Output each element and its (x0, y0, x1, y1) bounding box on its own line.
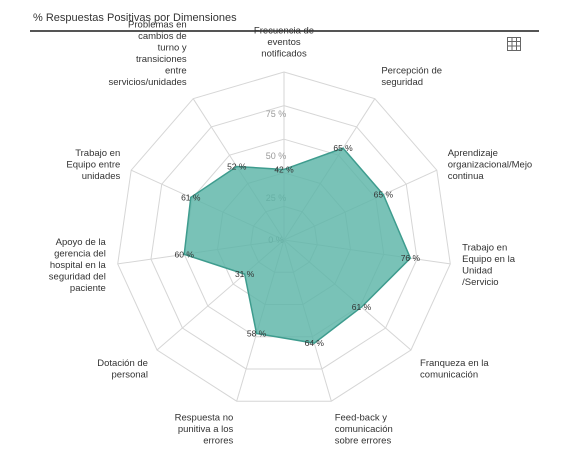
grid-table-icon[interactable] (507, 37, 521, 51)
series-area (183, 147, 412, 344)
category-label: Apoyo de la gerencia del hospital en la seg… (49, 237, 107, 294)
category-labels: Frecuencia de eventos notificados Percepció… (49, 20, 532, 447)
data-label: 76 % (401, 253, 421, 263)
series-polygon (183, 147, 412, 344)
data-label: 61 % (352, 302, 372, 312)
category-label: Dotación de personal (97, 358, 148, 381)
data-label: 60 % (175, 249, 195, 259)
category-label: Feed-back y comunicación sobre errores (335, 413, 393, 447)
data-label: 65 % (333, 143, 353, 153)
title-divider (30, 30, 539, 32)
category-label: Frecuencia de eventos notificados (254, 26, 314, 60)
data-label: 58 % (247, 328, 267, 338)
category-label: Trabajo en Equipo en la Unidad/Servicio (462, 243, 516, 289)
data-label: 31 % (235, 269, 255, 279)
chart-title: % Respuestas Positivas por Dimensiones (33, 12, 237, 24)
grid-ring (150, 105, 418, 370)
category-label: Aprendizaje organizacional/Mejo continua (448, 148, 533, 182)
radial-tick-label: 50 % (266, 151, 287, 161)
category-label: Problemas en cambios de turno y transicione… (109, 20, 187, 89)
data-label: 65 % (374, 190, 394, 200)
grid-ring (117, 71, 451, 402)
data-label: 61 % (181, 192, 201, 202)
data-label: 64 % (305, 338, 325, 348)
data-label: 52 % (227, 162, 247, 172)
data-label: 42 % (274, 164, 294, 174)
category-label: Respuesta no punitiva a los errores (175, 413, 234, 447)
data-labels: 42 % 65 % 65 % 76 % 61 % 64 % 58 % 31 % 60 % 61 %… (175, 143, 421, 348)
radial-tick-label: 75 % (266, 109, 287, 119)
category-label: Franqueza en la comunicación (420, 358, 489, 381)
category-label: Percepción de seguridad (381, 66, 442, 89)
category-label: Trabajo en Equipo entre unidades (66, 148, 120, 182)
